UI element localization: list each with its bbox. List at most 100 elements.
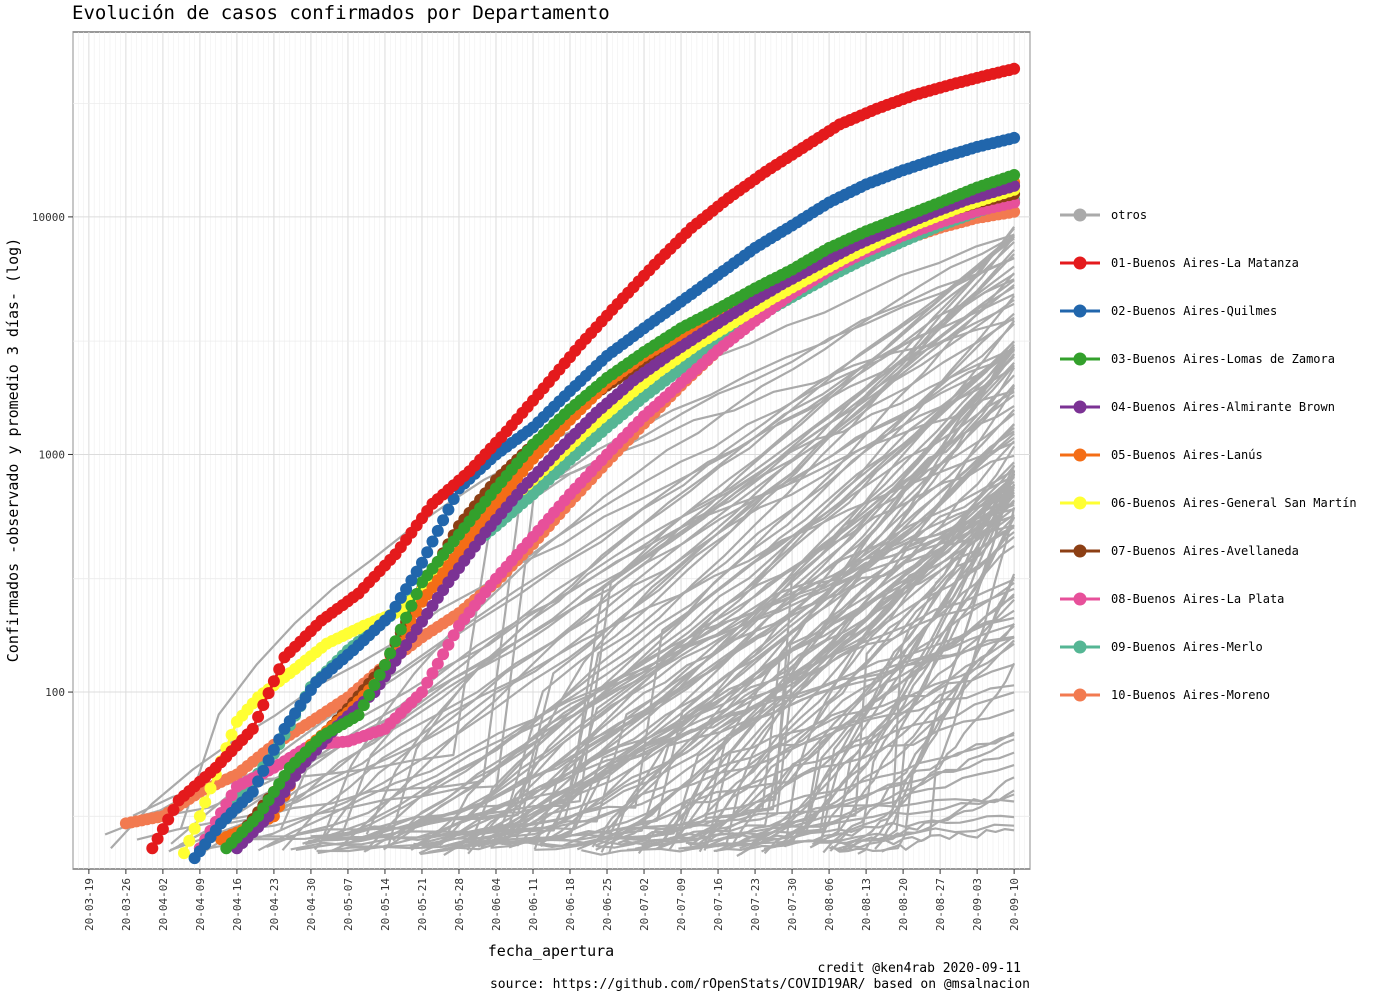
series-point [178, 847, 190, 860]
series-point [416, 686, 428, 699]
otros-line [216, 226, 1015, 841]
series-point [1008, 62, 1021, 75]
series-point [421, 546, 434, 559]
otros-line [467, 491, 1015, 846]
legend-label: 02-Buenos Aires-Quilmes [1111, 304, 1277, 318]
series-point [267, 743, 280, 756]
series-point [394, 623, 407, 636]
series-layer [119, 62, 1021, 865]
x-tick-label: 20-06-11 [527, 878, 540, 931]
otros-line [829, 662, 1016, 852]
series-point [426, 535, 439, 548]
x-tick-label: 20-06-18 [564, 878, 577, 931]
series-point [416, 556, 428, 569]
x-tick-label: 20-05-21 [416, 878, 429, 931]
axes: 20-03-19 20-03-26 20-04-02 20-04-09 20-04-16… [32, 211, 1021, 931]
x-tick-label: 20-06-04 [490, 878, 503, 931]
series-point [357, 699, 370, 712]
series-point [193, 810, 206, 823]
series-point [368, 679, 381, 691]
otros-line [329, 383, 1015, 841]
otros-line [715, 814, 1015, 853]
series-point [431, 524, 444, 537]
otros-line [491, 501, 1015, 845]
otros-line [466, 508, 1015, 851]
series-point [257, 699, 270, 711]
legend-item: 07-Buenos Aires-Avellaneda [1060, 544, 1299, 558]
otros-line [811, 524, 1015, 846]
otros-line [304, 235, 1015, 846]
otros-line [874, 473, 1016, 850]
x-tick-label: 20-04-16 [231, 878, 244, 931]
otros-line [595, 731, 1015, 849]
legend-item: 10-Buenos Aires-Moreno [1060, 688, 1270, 702]
legend-key-marker [1073, 400, 1087, 414]
x-tick-label: 20-08-20 [897, 878, 910, 931]
series-point [421, 676, 434, 689]
otros-line [516, 513, 1015, 847]
otros-line [316, 432, 1015, 853]
otros-line [308, 295, 1015, 843]
otros-line [736, 599, 1015, 857]
series-point [431, 657, 444, 670]
legend-item: 05-Buenos Aires-Lanús [1060, 448, 1263, 462]
x-axis-title: fecha_apertura [488, 942, 614, 960]
otros-line [654, 515, 1015, 851]
x-tick-label: 20-08-13 [860, 878, 873, 931]
otros-line [540, 636, 1015, 848]
x-tick-label: 20-07-16 [712, 878, 725, 931]
series-point [151, 832, 164, 845]
otros-line [331, 299, 1015, 852]
series-point [379, 659, 391, 671]
series-point [384, 609, 397, 622]
legend-label: 03-Buenos Aires-Lomas de Zamora [1111, 352, 1335, 366]
series-point [262, 687, 275, 700]
otros-line [809, 827, 1015, 849]
legend-label: 07-Buenos Aires-Avellaneda [1111, 544, 1299, 558]
series-point [389, 600, 402, 613]
series-point [405, 599, 418, 612]
otros-line [576, 691, 1015, 851]
series-point [204, 782, 217, 795]
otros-line [478, 473, 1015, 849]
y-tick-label: 100 [45, 686, 65, 699]
x-tick-label: 20-04-23 [268, 878, 281, 931]
legend-key-marker [1073, 592, 1087, 606]
series-point [426, 667, 439, 680]
otros-line [480, 355, 1015, 848]
series-point [437, 648, 450, 661]
otros-line [318, 234, 1015, 848]
series-point [352, 709, 365, 722]
series-point [400, 583, 413, 596]
x-tick-label: 20-05-28 [453, 878, 466, 931]
series-point [246, 785, 259, 798]
series-point [1008, 169, 1021, 181]
series-02-buenos-aires-quilmes [188, 131, 1021, 865]
otros-line [477, 587, 1015, 848]
series-point [146, 842, 159, 855]
legend: otros 01-Buenos Aires-La Matanza 02-Buenos… [1060, 208, 1357, 702]
x-tick-label: 20-09-03 [971, 878, 984, 931]
series-point [167, 804, 180, 816]
legend-label: 04-Buenos Aires-Almirante Brown [1111, 400, 1335, 414]
legend-key-marker [1073, 256, 1087, 270]
series-point [442, 503, 455, 516]
series-point [156, 823, 169, 836]
series-point [199, 796, 212, 809]
series-03-buenos-aires-lomas-de-zamora [220, 169, 1021, 855]
otros-line [465, 475, 1015, 848]
x-tick-label: 20-06-25 [601, 878, 614, 931]
otros-line [534, 663, 1015, 851]
legend-item: 01-Buenos Aires-La Matanza [1060, 256, 1299, 270]
series-point [389, 635, 402, 648]
legend-item: 02-Buenos Aires-Quilmes [1060, 304, 1277, 318]
otros-line [434, 578, 1015, 845]
legend-label: otros [1111, 208, 1147, 222]
legend-label: 06-Buenos Aires-General San Martín [1111, 496, 1357, 510]
otros-line [365, 347, 1015, 852]
x-tick-label: 20-07-23 [749, 878, 762, 931]
series-point [1008, 131, 1021, 144]
y-axis-title: Confirmados -observado y promedio 3 días… [4, 238, 22, 662]
otros-line [314, 366, 1015, 851]
legend-item: 08-Buenos Aires-La Plata [1060, 592, 1284, 606]
